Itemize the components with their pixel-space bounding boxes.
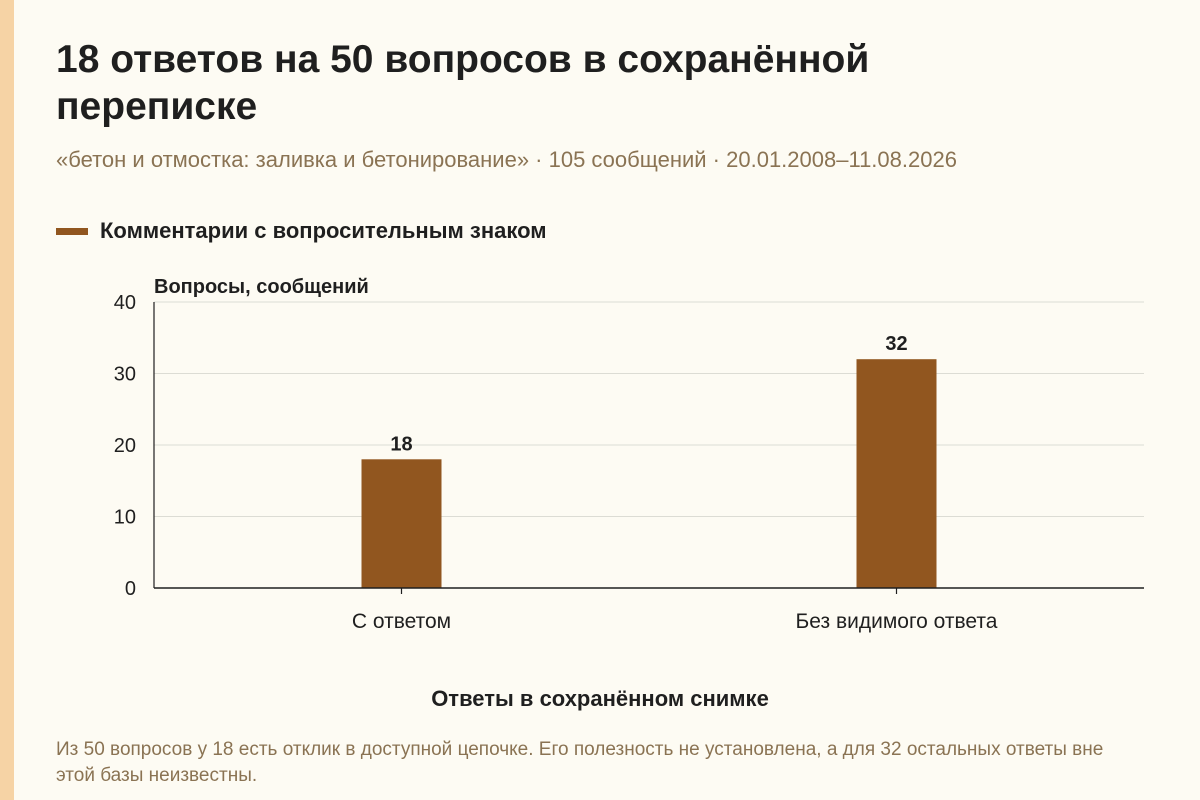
y-tick-label: 0: [125, 578, 136, 600]
data-label: 32: [885, 333, 907, 355]
y-tick-label: 20: [114, 435, 136, 457]
legend-swatch: [56, 227, 88, 235]
x-tick-label: С ответом: [352, 610, 451, 633]
accent-strip: [0, 0, 14, 800]
x-axis-title: Ответы в сохранённом снимке: [431, 686, 769, 711]
y-axis-title: Вопросы, сообщений: [154, 276, 369, 298]
y-tick-label: 30: [114, 364, 136, 386]
legend-label: Комментарии с вопросительным знаком: [100, 218, 547, 243]
legend: Комментарии с вопросительным знаком: [56, 218, 547, 244]
y-tick-label: 10: [114, 507, 136, 529]
bar: [361, 459, 442, 588]
data-label: 18: [390, 433, 412, 455]
bar: [856, 359, 937, 588]
x-tick-label: Без видимого ответа: [796, 610, 998, 633]
footnote: Из 50 вопросов у 18 есть отклик в доступ…: [56, 739, 1104, 786]
chart-title: 18 ответов на 50 вопросов в сохранённой …: [56, 38, 870, 128]
chart-subtitle: «бетон и отмостка: заливка и бетонирован…: [56, 147, 957, 172]
y-tick-label: 40: [114, 292, 136, 314]
